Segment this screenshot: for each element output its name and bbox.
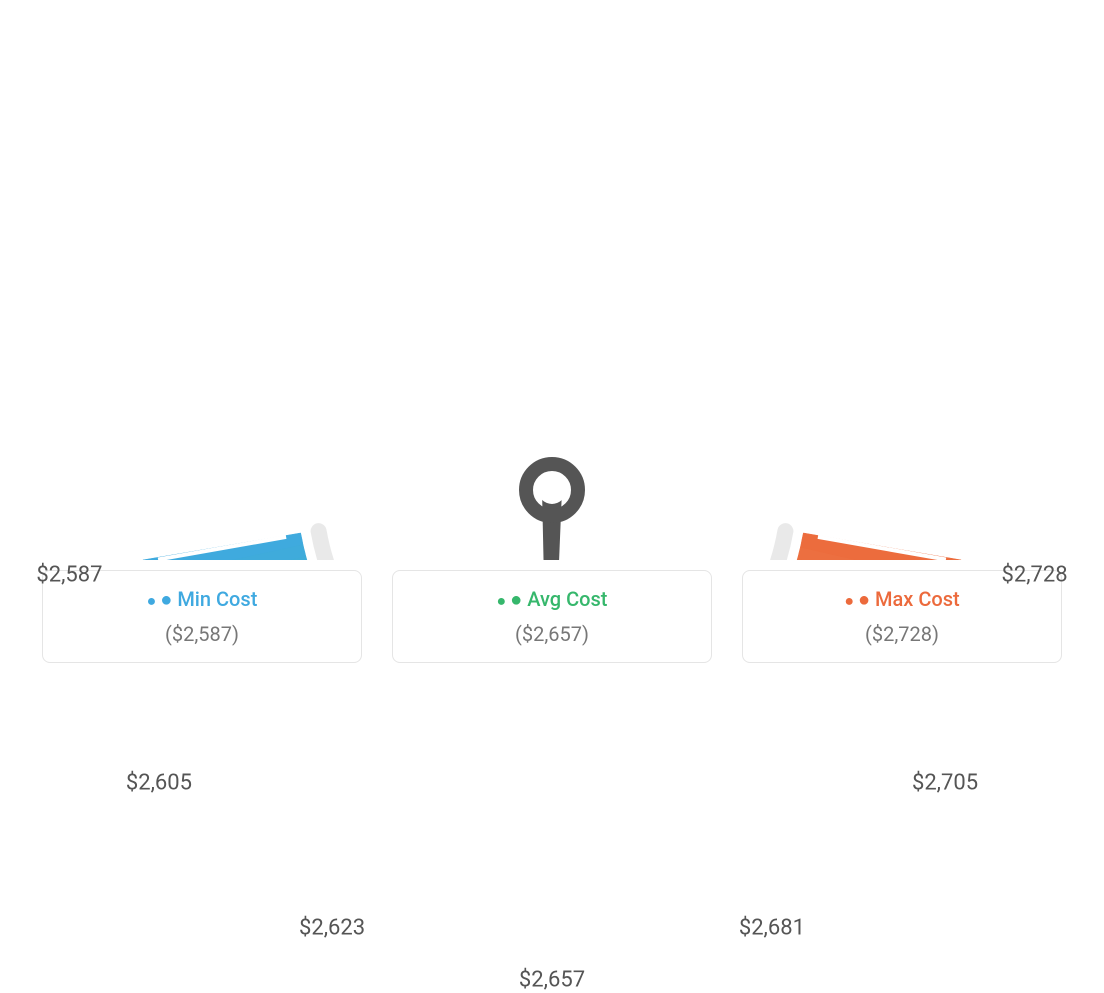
- gauge-tick-label: $2,728: [1001, 563, 1067, 588]
- gauge-tick-label: $2,657: [519, 968, 585, 993]
- gauge-tick-label: $2,623: [299, 915, 365, 940]
- gauge-tick-label: $2,587: [36, 563, 102, 588]
- legend-avg-value: ($2,657): [413, 622, 691, 646]
- gauge-chart: $2,587$2,605$2,623$2,657$2,681$2,705$2,7…: [0, 0, 1104, 560]
- gauge-tick-label: $2,705: [912, 770, 978, 795]
- legend-avg-label: ● Avg Cost: [413, 587, 691, 612]
- legend-max-label: ● Max Cost: [763, 587, 1041, 612]
- gauge-tick-label: $2,605: [126, 770, 192, 795]
- legend-row: ● Min Cost ($2,587) ● Avg Cost ($2,657) …: [0, 570, 1104, 663]
- legend-min-label: ● Min Cost: [63, 587, 341, 612]
- gauge-tick-label: $2,681: [739, 915, 805, 940]
- gauge-svg: [0, 0, 1104, 560]
- legend-max-value: ($2,728): [763, 622, 1041, 646]
- legend-card-avg: ● Avg Cost ($2,657): [392, 570, 712, 663]
- legend-min-value: ($2,587): [63, 622, 341, 646]
